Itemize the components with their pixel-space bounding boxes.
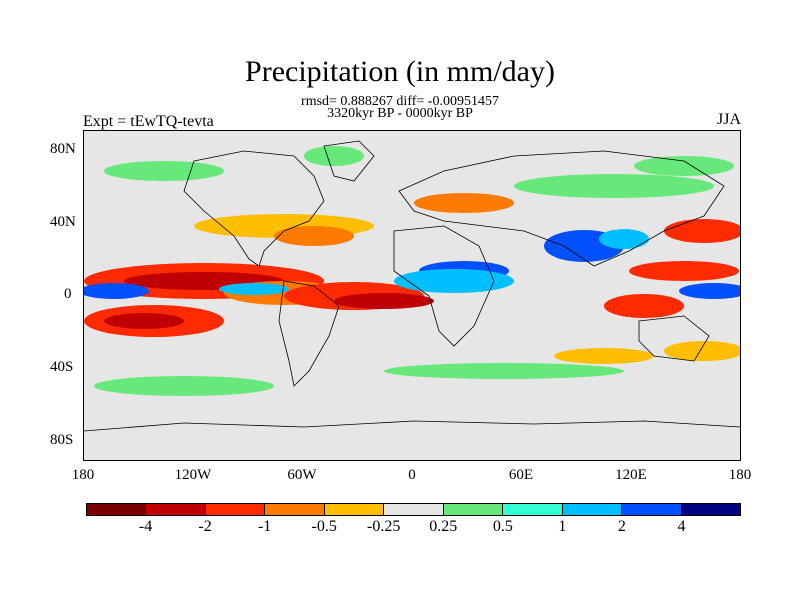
lat-tick-40s: 40S	[50, 359, 74, 375]
coastlines	[84, 140, 740, 432]
colorbar-swatch	[205, 504, 266, 515]
experiment-label: Expt = tEwTQ-tevta	[83, 113, 214, 130]
lon-tick-180e: 180	[728, 467, 752, 483]
colorbar-label: 4	[677, 518, 686, 535]
lat-tick-0: 0	[64, 286, 72, 302]
lon-tick-120w: 120W	[174, 467, 212, 483]
lon-tick-120e: 120E	[615, 467, 647, 483]
colorbar-swatch	[562, 504, 623, 515]
lat-tick-80n: 80N	[50, 141, 76, 157]
colorbar-swatch	[87, 504, 147, 515]
colorbar-label: -1	[257, 518, 272, 535]
colorbar-label: 1	[558, 518, 567, 535]
colorbar-swatch	[622, 504, 682, 515]
lat-tick-40n: 40N	[50, 214, 76, 230]
colorbar-swatch	[384, 504, 444, 515]
stats-subtitle: rmsd= 0.888267 diff= -0.00951457	[301, 94, 499, 109]
colorbar-label: 2	[617, 518, 626, 535]
lon-tick-60w: 60W	[287, 467, 317, 483]
colorbar-label: 0.5	[492, 518, 513, 535]
colorbar-swatch	[265, 504, 325, 515]
colorbar-label: -2	[198, 518, 212, 535]
colorbar-swatch	[503, 504, 563, 515]
lon-tick-60e: 60E	[508, 467, 534, 483]
colorbar-label: -0.5	[311, 518, 337, 535]
lon-tick-180w: 180	[71, 467, 95, 483]
season-label: JJA	[716, 111, 741, 128]
period-subtitle: 3320kyr BP - 0000kyr BP	[327, 106, 473, 121]
colorbar-label: 0.25	[429, 518, 458, 535]
colorbar-label: -0.25	[367, 518, 401, 535]
colorbar-swatch	[681, 504, 740, 515]
colorbar-swatch	[146, 504, 206, 515]
anomaly-shading	[84, 146, 740, 396]
lat-tick-80s: 80S	[50, 432, 74, 448]
map-title: Precipitation (in mm/day)	[245, 55, 555, 88]
map-canvas	[84, 140, 740, 432]
colorbar-label: -4	[138, 518, 153, 535]
colorbar-swatch	[443, 504, 504, 515]
colorbar-swatch	[324, 504, 385, 515]
colorbar	[86, 503, 741, 516]
precipitation-map	[83, 130, 741, 461]
lon-tick-0: 0	[408, 467, 416, 483]
